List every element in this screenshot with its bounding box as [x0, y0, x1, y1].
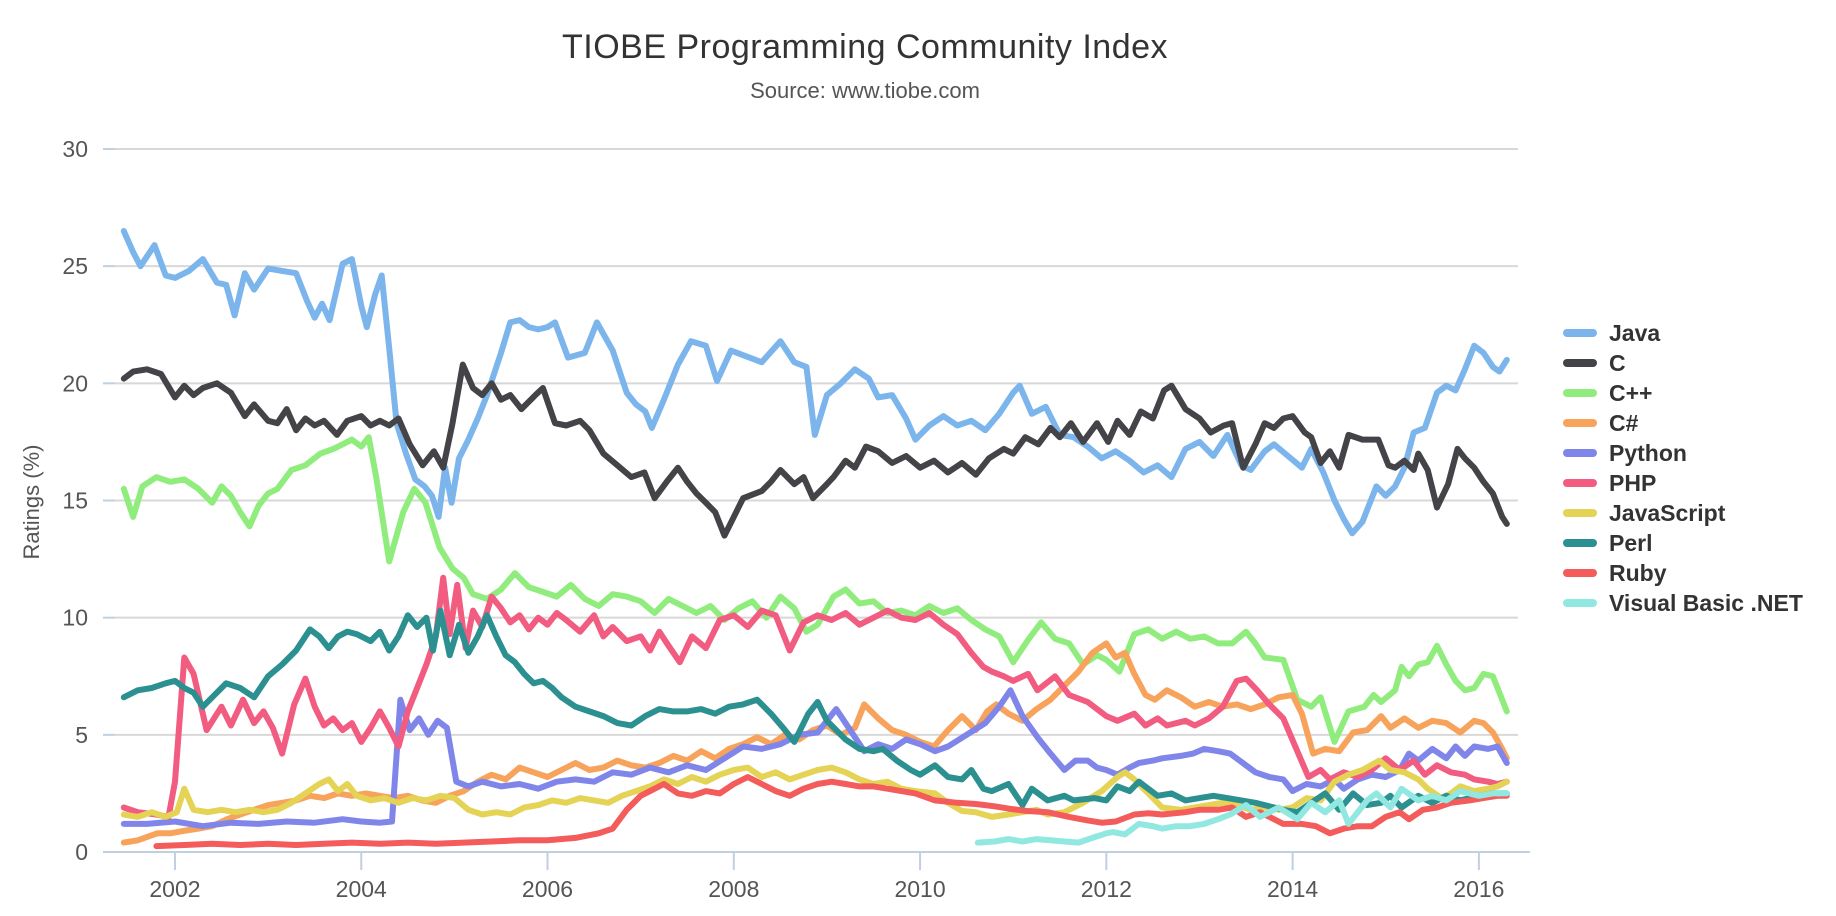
- legend-label-c: C: [1609, 349, 1626, 376]
- legend-label-javascript: JavaScript: [1609, 499, 1726, 526]
- x-tick-label: 2014: [1267, 876, 1318, 902]
- y-tick-label: 20: [62, 370, 88, 396]
- legend-item-perl[interactable]: Perl: [1563, 528, 1803, 558]
- legend-swatch-visual-basic-net: [1563, 599, 1597, 607]
- legend: Java C C++ C# Python PHP JavaScript Perl Ruby Vis…: [1563, 318, 1803, 618]
- x-tick-label: 2004: [336, 876, 387, 902]
- legend-item-python[interactable]: Python: [1563, 438, 1803, 468]
- legend-label-perl: Perl: [1609, 529, 1653, 556]
- y-tick-label: 0: [75, 839, 88, 865]
- y-tick-label: 30: [62, 136, 88, 162]
- legend-swatch-c-: [1563, 419, 1597, 427]
- y-axis: 0 5 10 15 20 25 30: [62, 136, 115, 865]
- legend-swatch-python: [1563, 449, 1597, 457]
- chart-title: TIOBE Programming Community Index: [561, 28, 1169, 66]
- legend-label-python: Python: [1609, 439, 1687, 466]
- legend-label-ruby: Ruby: [1609, 559, 1667, 586]
- legend-item-java[interactable]: Java: [1563, 318, 1803, 348]
- legend-swatch-perl: [1563, 539, 1597, 547]
- legend-item-c[interactable]: C: [1563, 348, 1803, 378]
- series-line-php[interactable]: [120, 574, 1510, 820]
- legend-item-c-[interactable]: C#: [1563, 408, 1803, 438]
- legend-item-ruby[interactable]: Ruby: [1563, 558, 1803, 588]
- y-tick-label: 5: [75, 722, 88, 748]
- y-tick-label: 15: [62, 488, 88, 514]
- chart-subtitle: Source: www.tiobe.com: [750, 78, 980, 103]
- legend-swatch-php: [1563, 479, 1597, 487]
- legend-swatch-javascript: [1563, 509, 1597, 517]
- legend-label-php: PHP: [1609, 469, 1657, 496]
- legend-label-visual-basic-net: Visual Basic .NET: [1609, 589, 1803, 616]
- legend-item-c-[interactable]: C++: [1563, 378, 1803, 408]
- series-line-c-[interactable]: [120, 434, 1510, 745]
- series-line-c-[interactable]: [120, 640, 1510, 846]
- legend-swatch-ruby: [1563, 569, 1597, 577]
- series-line-ruby[interactable]: [153, 774, 1510, 850]
- x-tick-label: 2006: [522, 876, 573, 902]
- series-line-perl[interactable]: [120, 607, 1510, 816]
- legend-swatch-c: [1563, 359, 1597, 367]
- x-tick-label: 2010: [894, 876, 945, 902]
- x-axis: 2002 2004 2006 2008 2010 2012 2014 2016: [107, 851, 1530, 902]
- legend-label-c-: C++: [1609, 379, 1653, 406]
- series-line-javascript[interactable]: [120, 757, 1510, 820]
- y-tick-label: 10: [62, 605, 88, 631]
- legend-item-visual-basic-net[interactable]: Visual Basic .NET: [1563, 588, 1803, 618]
- x-tick-label: 2016: [1453, 876, 1504, 902]
- legend-label-c-: C#: [1609, 409, 1639, 436]
- legend-item-javascript[interactable]: JavaScript: [1563, 498, 1803, 528]
- y-tick-label: 25: [62, 253, 88, 279]
- legend-swatch-java: [1563, 329, 1597, 337]
- legend-swatch-c-: [1563, 389, 1597, 397]
- series-line-java[interactable]: [120, 228, 1510, 537]
- x-tick-label: 2012: [1081, 876, 1132, 902]
- x-tick-label: 2002: [149, 876, 200, 902]
- legend-item-php[interactable]: PHP: [1563, 468, 1803, 498]
- legend-label-java: Java: [1609, 319, 1661, 346]
- series-line-c[interactable]: [120, 361, 1510, 539]
- x-tick-label: 2008: [708, 876, 759, 902]
- series-line-visual-basic-net[interactable]: [974, 785, 1510, 846]
